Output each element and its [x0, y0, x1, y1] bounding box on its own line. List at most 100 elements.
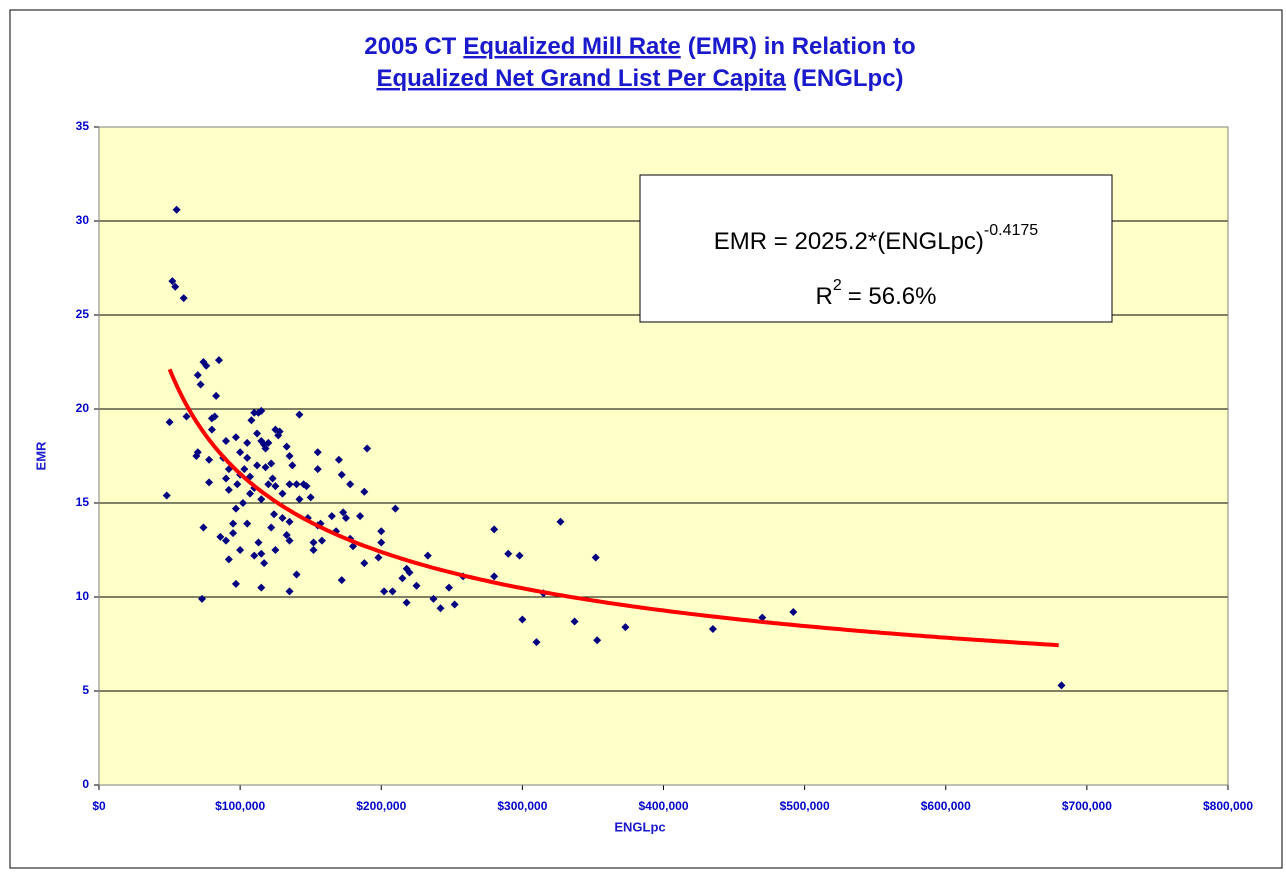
data-point	[412, 581, 421, 590]
data-point	[165, 418, 174, 427]
data-point	[429, 594, 438, 603]
data-point	[285, 480, 294, 489]
y-tick-label: 25	[76, 307, 90, 321]
data-point	[205, 455, 214, 464]
title-segment: (ENGLpc)	[793, 65, 904, 92]
data-point	[267, 523, 276, 532]
x-tick-label: $800,000	[1203, 799, 1253, 813]
data-point	[264, 438, 273, 447]
y-tick-label: 20	[76, 401, 90, 415]
x-tick-label: $600,000	[921, 799, 971, 813]
data-point	[257, 549, 266, 558]
data-point	[271, 546, 280, 554]
data-point	[222, 436, 231, 445]
data-point	[341, 514, 350, 523]
data-point	[789, 608, 798, 617]
data-point	[285, 587, 294, 596]
data-point	[317, 536, 326, 545]
data-point	[250, 408, 259, 417]
data-point	[268, 474, 277, 483]
data-point	[257, 583, 266, 592]
r2-exponent: 2	[833, 277, 842, 294]
data-point	[231, 433, 240, 442]
data-point	[363, 444, 372, 453]
data-point	[168, 277, 177, 286]
data-point	[556, 517, 565, 526]
data-point	[229, 529, 238, 538]
data-point	[490, 572, 499, 581]
data-point	[360, 487, 369, 496]
data-point	[243, 438, 252, 447]
x-tick-label: $500,000	[780, 799, 830, 813]
data-point	[171, 282, 180, 291]
data-point	[309, 538, 318, 547]
data-point	[172, 205, 181, 214]
data-point	[380, 587, 389, 596]
data-point	[199, 523, 208, 532]
data-point	[313, 465, 322, 474]
data-point	[212, 391, 221, 400]
x-axis-label: ENGLpc	[614, 819, 665, 834]
data-point	[295, 495, 304, 504]
data-point	[309, 546, 318, 554]
y-tick-label: 35	[76, 119, 90, 133]
data-point	[196, 380, 205, 389]
title-segment: (EMR) in Relation to	[688, 33, 916, 60]
annotation-box	[639, 174, 1113, 323]
plot-border	[98, 126, 1229, 786]
data-point	[193, 371, 202, 380]
y-tick-label: 10	[76, 589, 90, 603]
data-point	[388, 587, 397, 596]
annotation-r2: R2 = 56.6%	[816, 277, 937, 310]
data-point	[260, 559, 269, 568]
data-point	[306, 493, 315, 502]
y-tick-label: 30	[76, 213, 90, 227]
data-point	[282, 442, 291, 451]
trendline	[167, 368, 1059, 648]
data-point	[274, 431, 283, 440]
data-point	[224, 555, 233, 564]
data-point	[210, 412, 219, 421]
data-point	[231, 504, 240, 513]
y-axis-label: EMR	[33, 441, 48, 471]
data-point	[356, 512, 365, 521]
x-tick-label: $300,000	[497, 799, 547, 813]
data-point	[334, 455, 343, 464]
data-point	[285, 452, 294, 460]
data-point	[337, 470, 346, 479]
data-point	[591, 553, 600, 562]
data-point	[285, 536, 294, 545]
data-point	[288, 461, 297, 470]
data-point	[295, 410, 304, 419]
data-point	[267, 459, 276, 468]
x-tick-label: $0	[92, 799, 106, 813]
data-point	[233, 480, 242, 489]
y-tick-label: 5	[82, 683, 89, 697]
annotation-equation: EMR = 2025.2*(ENGLpc)-0.4175	[714, 222, 1038, 255]
x-tick-label: $100,000	[215, 799, 265, 813]
data-point	[253, 461, 262, 470]
data-point	[269, 510, 278, 519]
data-point	[231, 579, 240, 588]
data-point	[292, 570, 301, 579]
data-point	[179, 294, 188, 303]
data-point	[374, 553, 383, 562]
data-point	[450, 600, 459, 609]
title-segment: 2005 CT	[364, 33, 456, 60]
data-point	[202, 361, 211, 370]
data-point	[282, 530, 291, 539]
data-point	[224, 485, 233, 494]
x-tick-label: $700,000	[1062, 799, 1112, 813]
data-point	[240, 465, 249, 474]
data-point	[207, 425, 216, 434]
data-point	[490, 525, 499, 534]
data-point	[257, 406, 266, 415]
equation-exponent: -0.4175	[984, 222, 1038, 239]
data-point	[205, 478, 214, 487]
data-point	[570, 617, 579, 626]
data-point	[1057, 681, 1066, 690]
chart-title: 2005 CT Equalized Mill Rate (EMR) in Relat…	[364, 33, 915, 60]
data-point	[257, 495, 266, 504]
data-point	[264, 480, 273, 489]
